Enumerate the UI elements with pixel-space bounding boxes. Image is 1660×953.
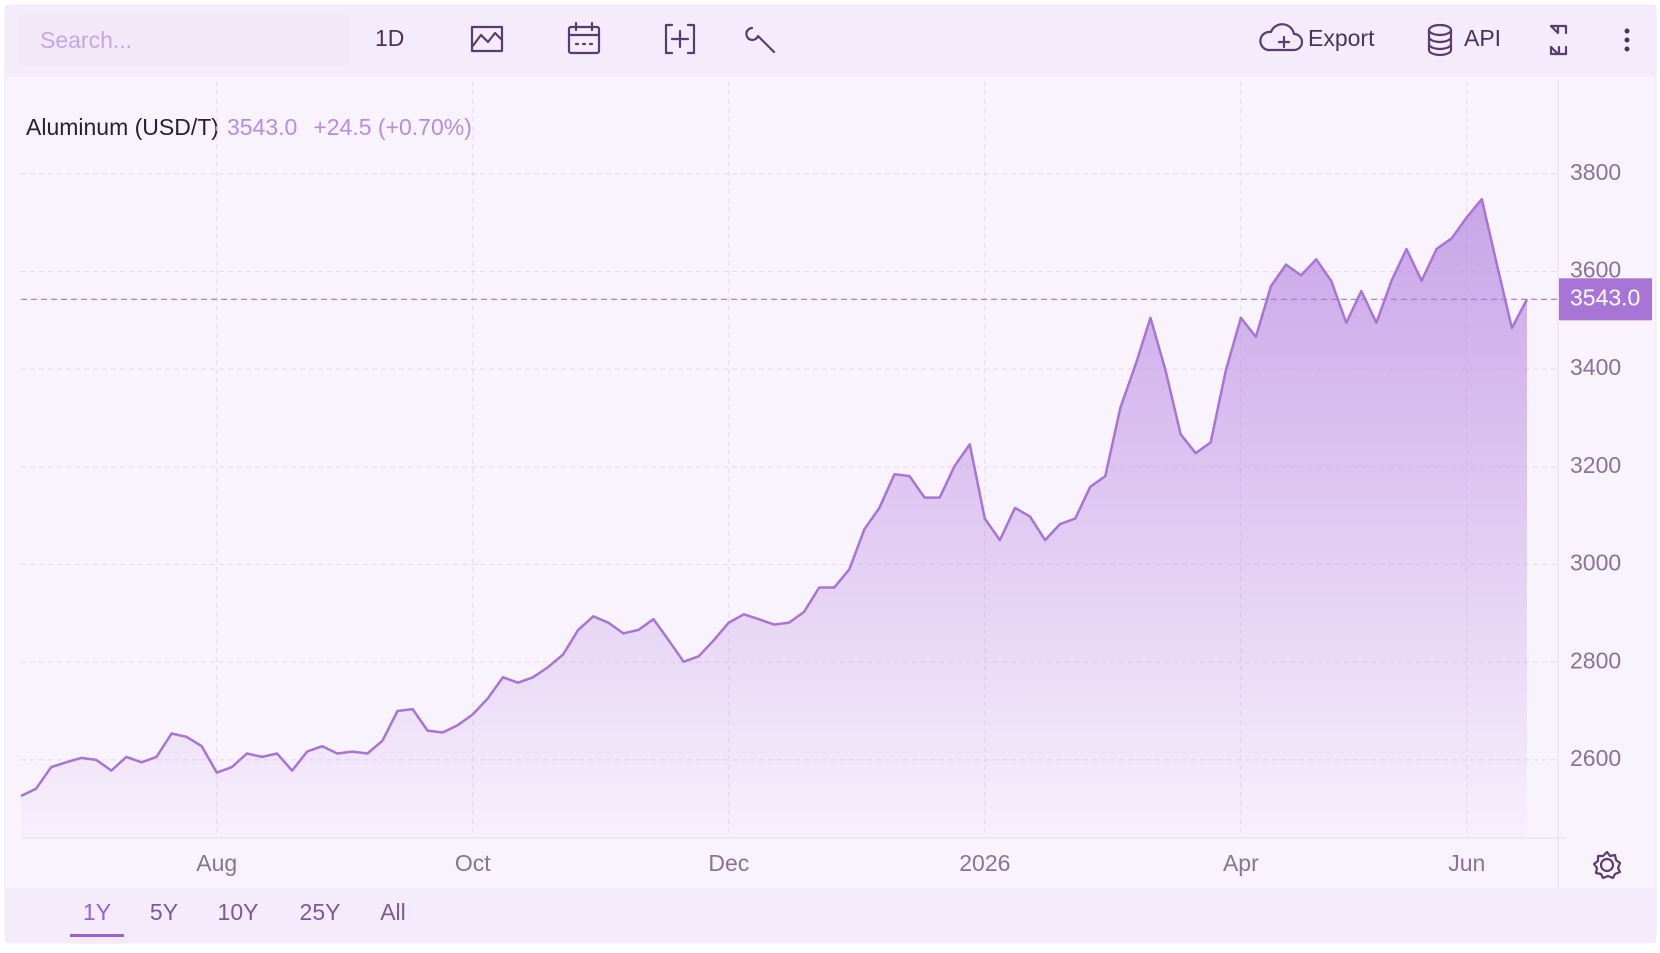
y-tick-label: 3200: [1570, 452, 1621, 478]
range-option[interactable]: 10Y: [218, 899, 259, 925]
x-tick-label: Apr: [1223, 850, 1259, 876]
x-tick-label: Oct: [455, 850, 491, 876]
search-box[interactable]: [18, 15, 350, 67]
y-tick-label: 3800: [1570, 159, 1621, 185]
calendar-icon[interactable]: [567, 21, 601, 55]
range-option[interactable]: 5Y: [150, 899, 178, 925]
interval-button[interactable]: 1D: [375, 25, 404, 51]
chart-type-icon[interactable]: [470, 25, 504, 53]
fullscreen-icon[interactable]: [1549, 24, 1568, 56]
y-tick-label: 2800: [1570, 647, 1621, 673]
price-change: +24.5 (+0.70%): [313, 114, 472, 140]
area-fill: [21, 199, 1527, 838]
api-icon[interactable]: [1427, 23, 1453, 57]
last-price-label: 3543.0: [1570, 284, 1640, 310]
compare-icon[interactable]: [664, 23, 696, 55]
api-button[interactable]: API: [1464, 25, 1501, 51]
plot-area: [20, 81, 1558, 838]
y-tick-label: 3600: [1570, 257, 1621, 283]
current-price: 3543.0: [227, 114, 297, 140]
range-option[interactable]: 25Y: [300, 899, 341, 925]
export-button[interactable]: Export: [1308, 25, 1375, 51]
x-tick-label: 2026: [959, 850, 1010, 876]
active-range-underline: [70, 934, 124, 937]
menu-icon[interactable]: [1624, 28, 1630, 52]
y-tick-label: 2600: [1570, 745, 1621, 771]
chart-title: Aluminum (USD/T): [26, 114, 219, 140]
range-bar: [5, 888, 1656, 943]
price-line: [20, 197, 1529, 798]
last-price-tag: [1559, 278, 1652, 321]
tools-icon[interactable]: [745, 26, 776, 54]
search-placeholder: Search...: [40, 27, 132, 53]
x-tick-label: Aug: [196, 850, 237, 876]
export-icon[interactable]: [1259, 23, 1304, 52]
settings-icon[interactable]: [1592, 850, 1622, 880]
x-tick-label: Jun: [1448, 850, 1485, 876]
range-option[interactable]: All: [380, 899, 406, 925]
x-tick-label: Dec: [708, 850, 749, 876]
range-option[interactable]: 1Y: [83, 899, 111, 925]
y-tick-label: 3400: [1570, 354, 1621, 380]
y-tick-label: 3000: [1570, 550, 1621, 576]
